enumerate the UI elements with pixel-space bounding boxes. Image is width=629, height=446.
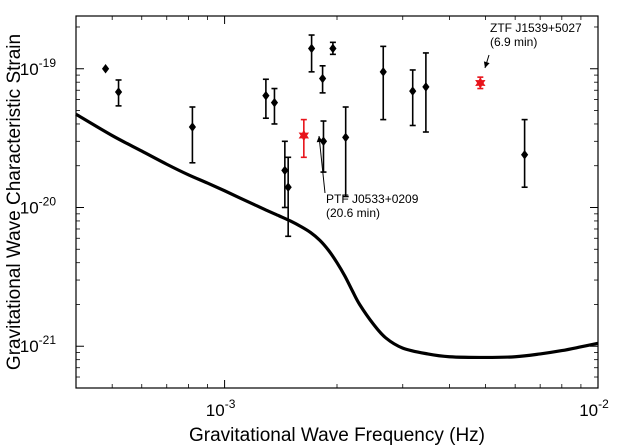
- sensitivity-curve: [75, 112, 599, 360]
- annotations-layer: ZTF J1539+5027(6.9 min) PTF J0533+0209(20…: [316, 21, 582, 220]
- y-tick-label: 10-20: [20, 194, 57, 217]
- diamond-marker: [281, 165, 289, 176]
- x-tick-label: 10-2: [579, 397, 609, 420]
- annotation-arrowhead: [483, 61, 490, 68]
- annotation-arrowhead: [316, 136, 323, 143]
- y-tick-label: 10-19: [20, 56, 57, 79]
- annotation-text: ZTF J1539+5027: [490, 21, 582, 35]
- star-marker: [475, 76, 486, 89]
- diamond-marker: [409, 86, 417, 96]
- diamond-marker: [319, 136, 328, 147]
- data-points-layer: [101, 34, 529, 238]
- y-axis-title: Gravitational Wave Characteristic Strain: [4, 34, 25, 370]
- diamond-marker: [422, 82, 430, 92]
- diamond-marker: [521, 149, 529, 160]
- diamond-marker: [114, 87, 123, 97]
- diamond-marker: [307, 43, 316, 54]
- diamond-marker: [101, 63, 110, 74]
- annotation-text: (6.9 min): [490, 35, 537, 49]
- diamond-marker: [329, 43, 337, 54]
- diamond-marker: [342, 132, 350, 143]
- annotation-text: PTF J0533+0209: [326, 192, 419, 206]
- diamond-marker: [188, 122, 197, 132]
- diamond-marker: [262, 90, 270, 101]
- y-tick-label: 10-21: [20, 333, 57, 356]
- sensitivity-curve-layer: [75, 112, 599, 360]
- annotation-arrow: [318, 135, 326, 194]
- diamond-marker: [379, 67, 387, 77]
- x-axis-title: Gravitational Wave Frequency (Hz): [189, 425, 485, 446]
- annotation-text: (20.6 min): [326, 206, 380, 220]
- x-tick-label: 10-3: [206, 397, 236, 420]
- diamond-marker: [270, 97, 279, 108]
- star-marker: [298, 129, 310, 142]
- diamond-marker: [284, 182, 292, 193]
- diamond-marker: [318, 73, 327, 84]
- ticks-layer: 10-3 10-2 10-21 10-20 10-19: [20, 16, 609, 420]
